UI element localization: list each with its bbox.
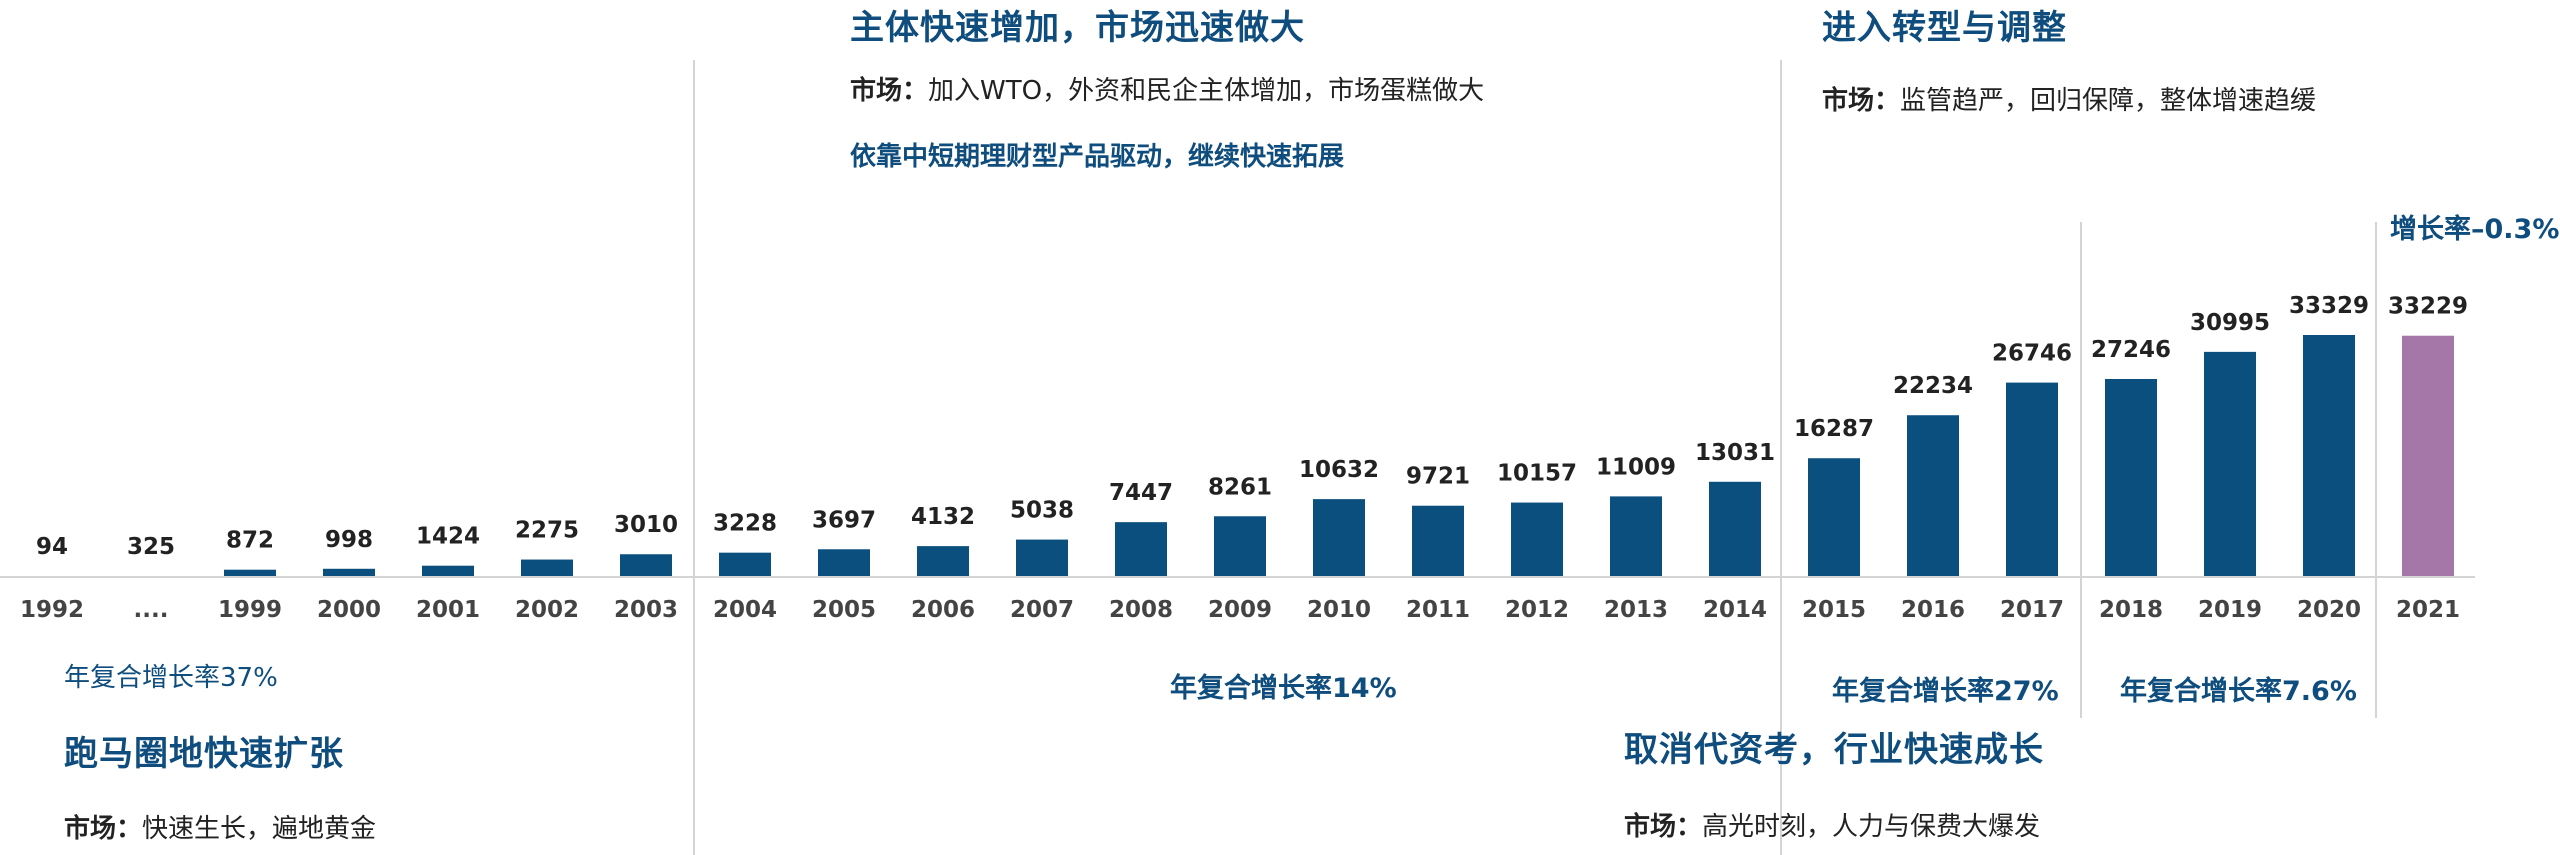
year-label-2013: 2013 bbox=[1604, 597, 1668, 623]
bar-2015 bbox=[1808, 458, 1860, 576]
bar-2021 bbox=[2402, 335, 2454, 576]
phase4-market: 市场：监管趋严，回归保障，整体增速趋缓 bbox=[1822, 80, 2316, 117]
phase3-title: 取消代资考，行业快速成长 bbox=[1624, 730, 2044, 770]
phase3-cagr: 年复合增长率27% bbox=[1832, 676, 2059, 707]
value-label-2020: 33329 bbox=[2289, 293, 2369, 319]
bar-2003 bbox=[620, 554, 672, 576]
value-label-2019: 30995 bbox=[2190, 310, 2270, 336]
bar-2005 bbox=[818, 549, 870, 576]
value-label-2016: 22234 bbox=[1893, 373, 1973, 399]
year-label-2015: 2015 bbox=[1802, 597, 1866, 623]
bar-2014 bbox=[1709, 481, 1761, 576]
phase2-title: 主体快速增加，市场迅速做大 bbox=[850, 8, 1305, 48]
value-labels-group: 94 325 872 998 1424 2275 3010 3228 3697 4132 5038 7… bbox=[36, 293, 2468, 560]
year-label-1992: 1992 bbox=[20, 597, 84, 623]
year-label-2011: 2011 bbox=[1406, 597, 1470, 623]
bar-2006 bbox=[917, 546, 969, 576]
bar-2004 bbox=[719, 552, 771, 576]
value-label-2009: 8261 bbox=[1208, 474, 1272, 500]
value-label-2010: 10632 bbox=[1299, 457, 1379, 483]
bar-2011 bbox=[1412, 505, 1464, 576]
value-label-2013: 11009 bbox=[1596, 454, 1676, 480]
phase4-cagr: 年复合增长率7.6% bbox=[2120, 676, 2357, 707]
year-label-2020: 2020 bbox=[2297, 597, 2361, 623]
growth-rate-2021: 增长率–0.3% bbox=[2390, 214, 2560, 245]
phase1-market-label: 市场： bbox=[64, 814, 143, 844]
year-label-2005: 2005 bbox=[812, 597, 876, 623]
value-label-2008: 7447 bbox=[1109, 480, 1173, 506]
bars-group bbox=[224, 335, 2454, 576]
value-label-2001: 1424 bbox=[416, 524, 480, 550]
value-label-2012: 10157 bbox=[1497, 461, 1577, 487]
year-label-2017: 2017 bbox=[2000, 597, 2064, 623]
bar-1999 bbox=[224, 569, 276, 576]
bar-2017 bbox=[2006, 382, 2058, 576]
phase1-market: 市场：快速生长，遍地黄金 bbox=[64, 808, 376, 845]
value-label-2011: 9721 bbox=[1406, 464, 1470, 490]
year-label-2019: 2019 bbox=[2198, 597, 2262, 623]
value-label-2021: 33229 bbox=[2388, 294, 2468, 320]
year-label-2006: 2006 bbox=[911, 597, 975, 623]
bar-2020 bbox=[2303, 335, 2355, 576]
year-label-2009: 2009 bbox=[1208, 597, 1272, 623]
value-label-2002: 2275 bbox=[515, 518, 579, 544]
year-label-2007: 2007 bbox=[1010, 597, 1074, 623]
year-label-ellipsis: .... bbox=[134, 597, 169, 623]
phase2-market-text: 加入WTO，外资和民企主体增加，市场蛋糕做大 bbox=[928, 76, 1485, 106]
year-label-2004: 2004 bbox=[713, 597, 777, 623]
phase1-cagr: 年复合增长率37% bbox=[64, 663, 278, 693]
bar-2002 bbox=[521, 559, 573, 576]
phase2-note: 依靠中短期理财型产品驱动，继续快速拓展 bbox=[850, 142, 1345, 172]
value-label-2004: 3228 bbox=[713, 511, 777, 537]
bar-2018 bbox=[2105, 378, 2157, 576]
value-label-2018: 27246 bbox=[2091, 337, 2171, 363]
phase2-cagr: 年复合增长率14% bbox=[1170, 673, 1397, 704]
year-label-1999: 1999 bbox=[218, 597, 282, 623]
phase2-market-label: 市场： bbox=[850, 76, 929, 106]
value-label-....: 325 bbox=[127, 534, 175, 560]
bar-2000 bbox=[323, 568, 375, 576]
year-label-2021: 2021 bbox=[2396, 597, 2460, 623]
bar-2007 bbox=[1016, 539, 1068, 576]
value-label-2017: 26746 bbox=[1992, 341, 2072, 367]
value-label-2015: 16287 bbox=[1794, 416, 1874, 442]
phase3-market-text: 高光时刻，人力与保费大爆发 bbox=[1702, 812, 2041, 842]
phase4-market-text: 监管趋严，回归保障，整体增速趋缓 bbox=[1900, 86, 2317, 116]
value-label-2003: 3010 bbox=[614, 512, 678, 538]
bar-2019 bbox=[2204, 351, 2256, 576]
value-label-2006: 4132 bbox=[911, 504, 975, 530]
year-label-2010: 2010 bbox=[1307, 597, 1371, 623]
bar-2001 bbox=[422, 565, 474, 576]
bar-2009 bbox=[1214, 516, 1266, 576]
value-label-2000: 998 bbox=[325, 527, 373, 553]
year-label-2003: 2003 bbox=[614, 597, 678, 623]
phase3-market: 市场：高光时刻，人力与保费大爆发 bbox=[1624, 806, 2040, 843]
year-label-2014: 2014 bbox=[1703, 597, 1767, 623]
year-label-2018: 2018 bbox=[2099, 597, 2163, 623]
bar-2013 bbox=[1610, 496, 1662, 576]
phase3-market-label: 市场： bbox=[1624, 812, 1703, 842]
year-label-2000: 2000 bbox=[317, 597, 381, 623]
year-label-2008: 2008 bbox=[1109, 597, 1173, 623]
value-label-2005: 3697 bbox=[812, 507, 876, 533]
phase4-market-label: 市场： bbox=[1822, 86, 1901, 116]
year-label-2016: 2016 bbox=[1901, 597, 1965, 623]
bar-2008 bbox=[1115, 522, 1167, 576]
phase1-title: 跑马圈地快速扩张 bbox=[64, 734, 344, 774]
phase1-market-text: 快速生长，遍地黄金 bbox=[142, 814, 377, 844]
value-label-2014: 13031 bbox=[1695, 440, 1775, 466]
year-label-2012: 2012 bbox=[1505, 597, 1569, 623]
value-label-1992: 94 bbox=[36, 534, 68, 560]
year-labels-group: 1992.... 1999 2000 2001 2002 2003 2004 2005 2006… bbox=[20, 597, 2460, 623]
phase4-title: 进入转型与调整 bbox=[1822, 8, 2067, 48]
value-label-1999: 872 bbox=[226, 528, 274, 554]
bar-2012 bbox=[1511, 502, 1563, 576]
year-label-2001: 2001 bbox=[416, 597, 480, 623]
bar-2016 bbox=[1907, 415, 1959, 576]
bar-2010 bbox=[1313, 499, 1365, 576]
year-label-2002: 2002 bbox=[515, 597, 579, 623]
value-label-2007: 5038 bbox=[1010, 498, 1074, 524]
phase2-market: 市场：加入WTO，外资和民企主体增加，市场蛋糕做大 bbox=[850, 70, 1484, 107]
